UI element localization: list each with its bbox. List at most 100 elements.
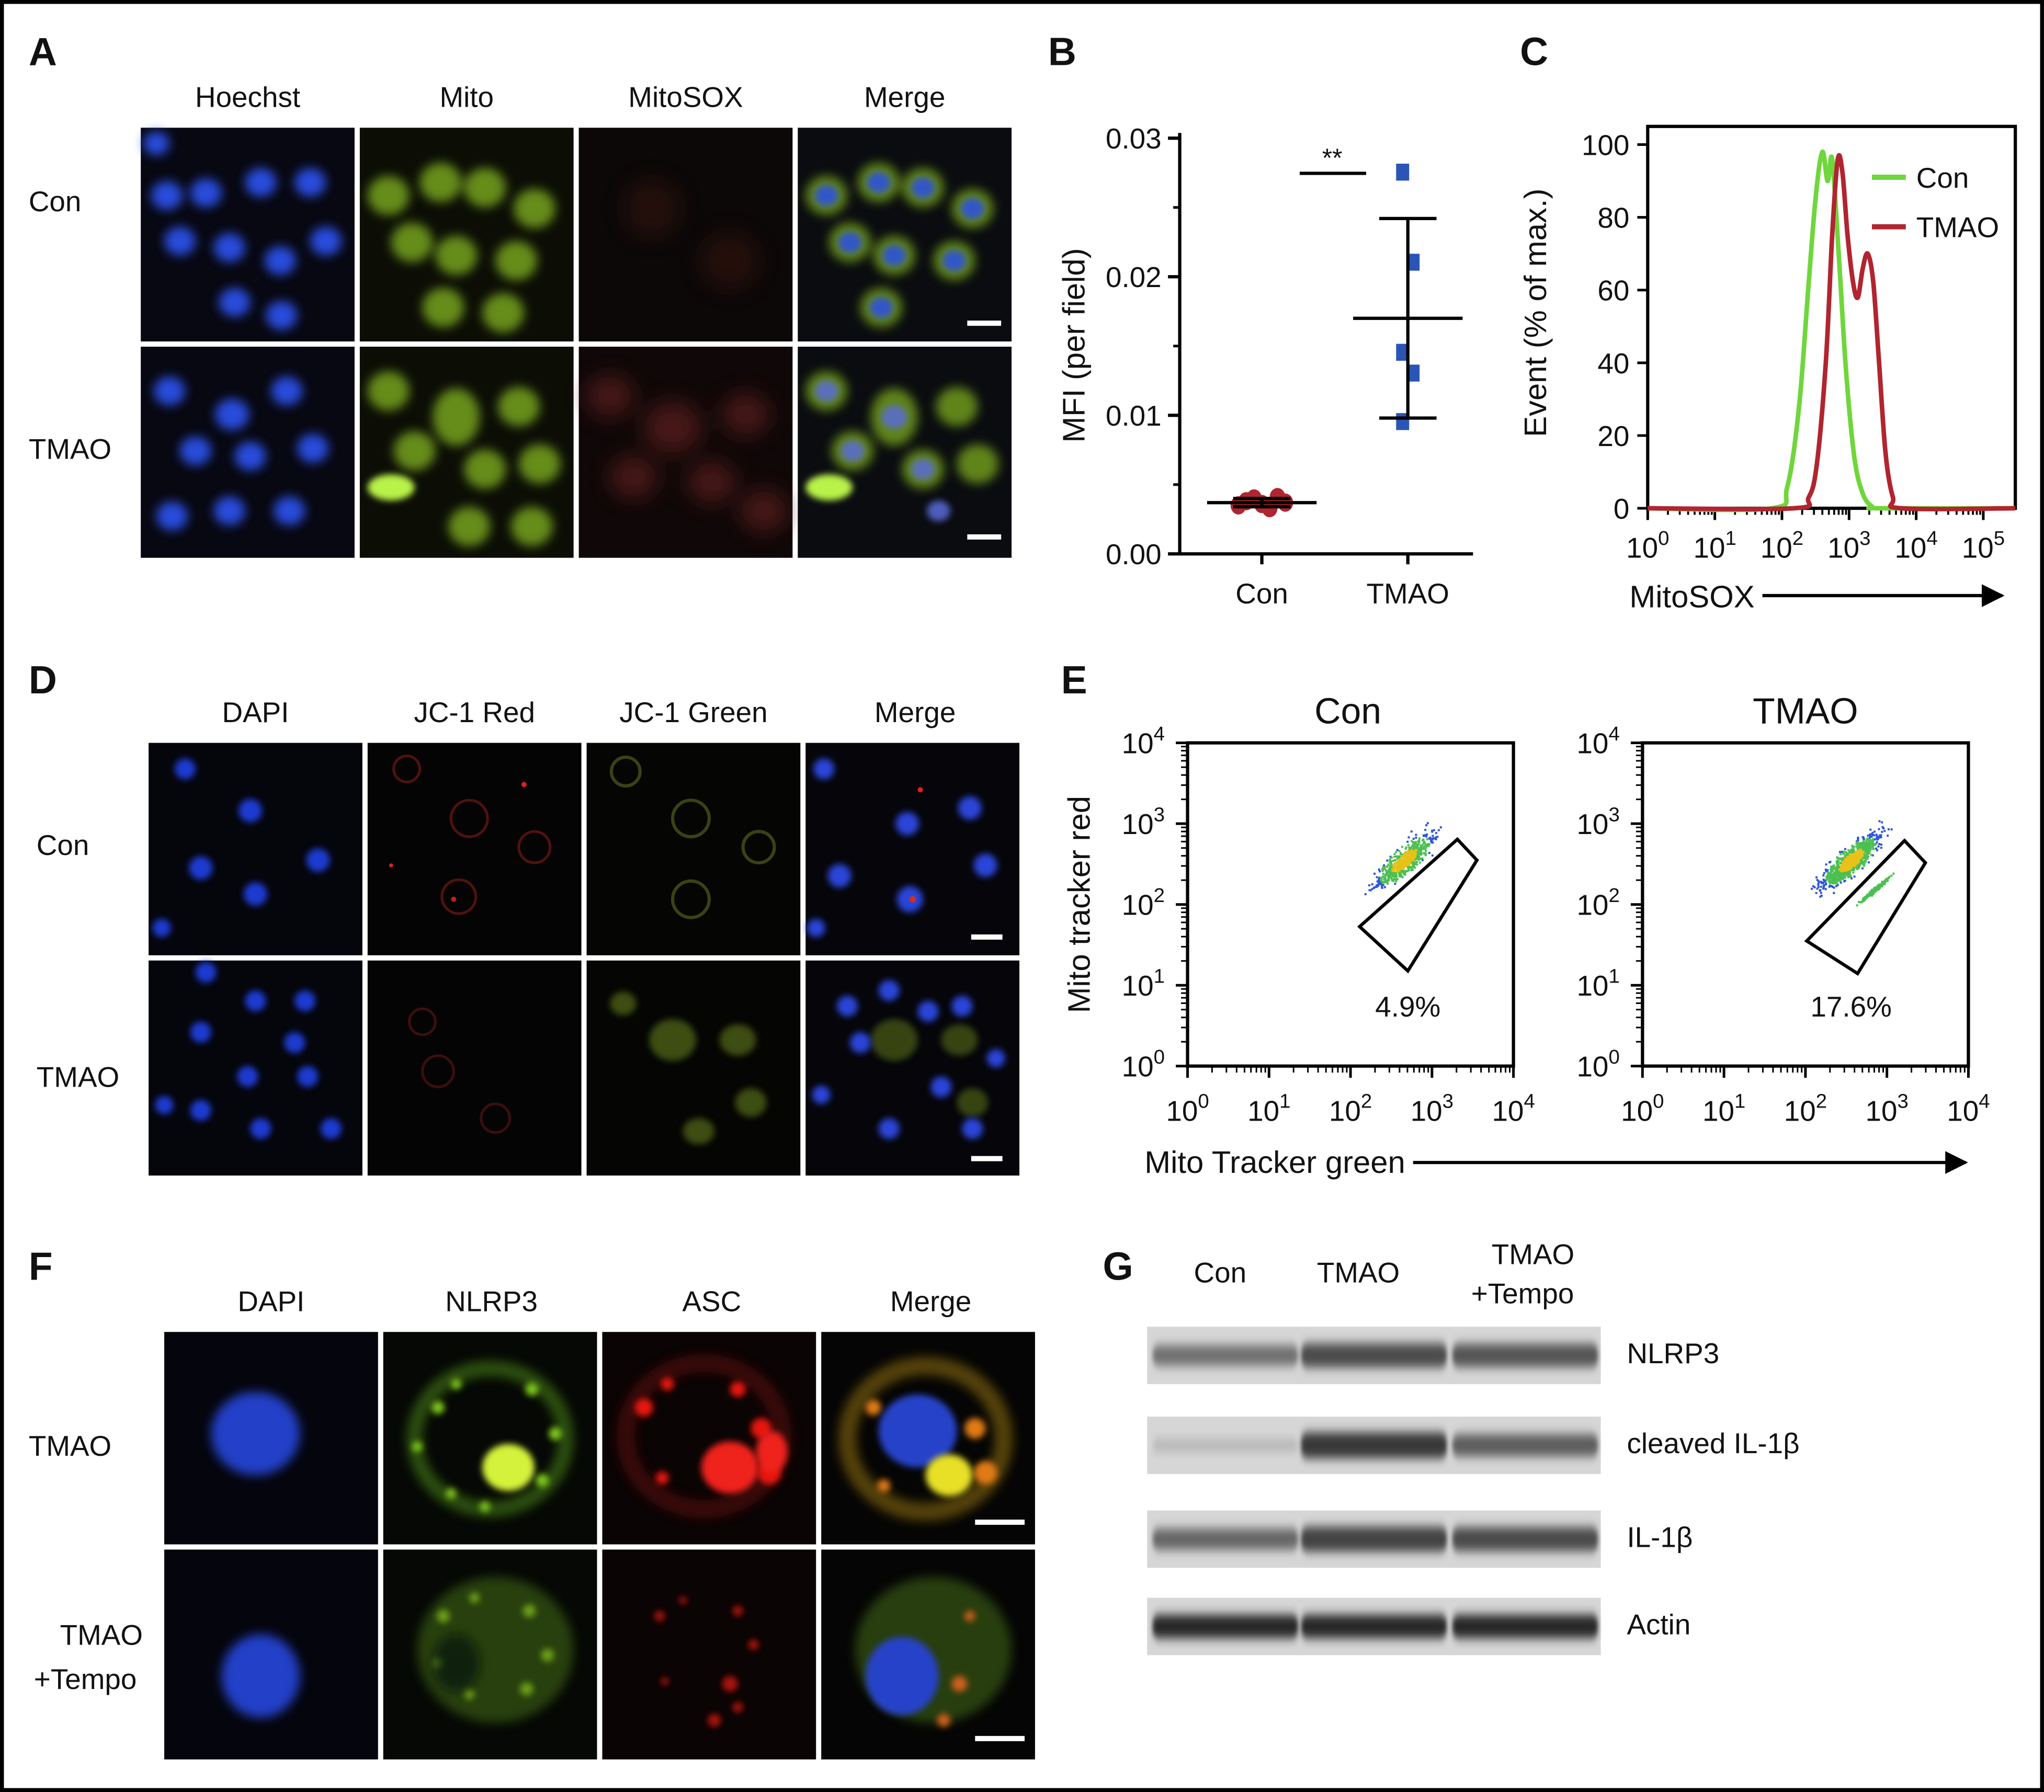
event-dot — [1396, 865, 1399, 868]
event-dot — [1412, 851, 1414, 853]
event-dot — [1392, 865, 1394, 868]
event-dot — [1835, 860, 1838, 863]
event-dot — [1870, 842, 1872, 845]
event-dot — [1396, 849, 1399, 851]
y-tick-label: 80 — [1597, 202, 1629, 234]
event-dot — [1856, 866, 1858, 869]
event-dot — [1399, 859, 1402, 862]
event-dot — [1862, 857, 1865, 859]
event-dot — [1860, 846, 1863, 848]
event-dot — [1868, 844, 1870, 847]
panel-f-col-label: Merge — [890, 1285, 971, 1317]
event-dot — [1412, 844, 1414, 847]
event-dot — [1843, 858, 1846, 861]
event-dot — [1856, 855, 1858, 858]
event-dot — [1378, 876, 1381, 878]
event-dot — [1425, 852, 1427, 855]
event-dot — [1836, 875, 1838, 877]
event-dot — [1426, 843, 1429, 846]
event-dot — [1844, 863, 1846, 866]
event-dot — [1860, 861, 1863, 864]
event-dot — [1822, 887, 1825, 890]
event-dot — [1410, 830, 1413, 833]
event-dot — [1836, 884, 1839, 886]
event-dot — [1861, 867, 1864, 870]
event-dot — [1846, 871, 1849, 874]
micrograph-a-mitosox-con — [578, 128, 793, 342]
blot-band — [1301, 1615, 1447, 1638]
event-dot — [1393, 875, 1395, 878]
panel-c-legend: Con TMAO — [1872, 162, 1999, 244]
event-dot — [1881, 884, 1883, 887]
event-dot — [1385, 879, 1388, 882]
event-dot — [1392, 869, 1395, 872]
y-tick-label: 60 — [1597, 275, 1629, 307]
western-blot — [1147, 1327, 1601, 1656]
y-tick-label: 100 — [1582, 129, 1629, 161]
event-dot — [1389, 859, 1391, 861]
event-dot — [1858, 847, 1861, 849]
event-dot — [1400, 863, 1402, 865]
event-dot — [1881, 821, 1883, 824]
event-dot — [1414, 859, 1416, 861]
panel-f-row-label: +Tempo — [34, 1663, 137, 1695]
event-dot — [1405, 860, 1407, 862]
event-dot — [1853, 863, 1856, 866]
event-dot — [1437, 829, 1440, 831]
blot-band — [1452, 1527, 1598, 1551]
event-dot — [1404, 871, 1406, 874]
event-dot — [1867, 842, 1869, 844]
event-dot — [1390, 863, 1393, 866]
event-dot — [1878, 820, 1881, 823]
event-dot — [1847, 849, 1850, 852]
event-dot — [1384, 874, 1387, 877]
event-dot — [1418, 861, 1421, 864]
event-dot — [1817, 883, 1820, 885]
event-dot — [1826, 875, 1829, 877]
event-dot — [1849, 874, 1852, 877]
event-dot — [1839, 862, 1842, 864]
event-dot — [1841, 861, 1844, 863]
panel-a-col-label: Merge — [864, 81, 945, 113]
event-dot — [1412, 838, 1415, 840]
y-tick-label: 101 — [1576, 965, 1619, 1002]
x-tick-label: 100 — [1166, 1090, 1209, 1127]
event-dot — [1812, 885, 1814, 887]
event-dot — [1387, 863, 1390, 866]
y-tick-label: 104 — [1122, 723, 1165, 760]
event-dot — [1842, 858, 1844, 861]
event-dot — [1876, 849, 1878, 852]
blot-band — [1152, 1615, 1299, 1638]
micrograph-f-asc-tmao — [602, 1332, 816, 1545]
event-dot — [1857, 838, 1859, 840]
event-dot — [1831, 875, 1834, 877]
event-dot — [1416, 855, 1418, 858]
event-dot — [1852, 847, 1855, 850]
event-dot — [1838, 876, 1841, 878]
event-dot — [1873, 834, 1876, 837]
event-dot — [1858, 864, 1860, 866]
event-dot — [1417, 843, 1420, 846]
event-dot — [1409, 865, 1412, 868]
event-dot — [1849, 875, 1852, 878]
event-dot — [1390, 860, 1393, 863]
lane-label: Con — [1194, 1256, 1247, 1288]
event-dot — [1406, 861, 1409, 864]
event-dot — [1875, 890, 1877, 893]
x-tick-label: 102 — [1784, 1090, 1827, 1127]
event-dot — [1855, 863, 1857, 865]
data-point — [1396, 164, 1410, 181]
event-dot — [1409, 861, 1411, 863]
series-line — [1648, 149, 2016, 512]
event-dot — [1384, 877, 1387, 880]
event-dot — [1393, 872, 1396, 875]
x-tick-label: 104 — [1894, 527, 1937, 564]
scale-bar — [975, 1736, 1025, 1741]
event-dot — [1838, 877, 1841, 880]
event-dot — [1873, 887, 1876, 889]
event-dot — [1834, 870, 1837, 873]
event-dot — [1393, 853, 1396, 855]
event-dot — [1856, 841, 1859, 843]
event-dot — [1406, 870, 1409, 872]
